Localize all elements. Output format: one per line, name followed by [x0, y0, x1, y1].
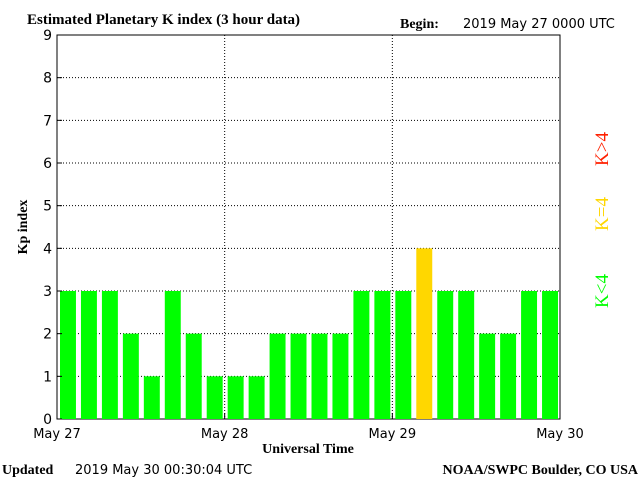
plot-area: [56, 34, 561, 420]
y-tick-label: 3: [43, 284, 52, 300]
kp-bar: [227, 376, 244, 419]
x-tick-label: May 27: [33, 427, 81, 442]
y-tick-label: 9: [43, 28, 52, 44]
kp-bar: [374, 291, 391, 419]
kp-bar: [311, 333, 328, 419]
legend-high: K>4: [592, 132, 613, 166]
bars-group: [60, 248, 558, 419]
kp-bar: [60, 291, 76, 419]
kp-bar: [521, 291, 538, 419]
kp-bar: [80, 291, 97, 419]
kp-bar: [164, 291, 181, 419]
y-axis-label: Kp index: [16, 200, 31, 255]
updated-value: 2019 May 30 00:30:04 UTC: [75, 463, 252, 478]
y-tick-label: 4: [43, 241, 52, 257]
legend-low: K<4: [592, 274, 613, 308]
y-axis-ticks: 0 1 2 3 4 5 6 7 8 9: [43, 28, 62, 428]
legend-moderate: K=4: [592, 197, 613, 231]
chart-title: Estimated Planetary K index (3 hour data…: [27, 12, 300, 28]
begin-value: 2019 May 27 0000 UTC: [463, 17, 615, 32]
source-credit: NOAA/SWPC Boulder, CO USA: [442, 463, 638, 478]
kp-bar: [542, 291, 558, 419]
kp-bar: [437, 291, 454, 419]
y-tick-label: 6: [43, 156, 52, 172]
x-axis-ticks: May 27 May 28 May 29 May 30: [33, 413, 584, 442]
begin-label: Begin:: [400, 17, 439, 32]
x-tick-label: May 29: [369, 427, 417, 442]
kp-bar: [500, 333, 517, 419]
y-tick-label: 1: [43, 369, 52, 385]
kp-bar: [206, 376, 223, 419]
x-axis-label: Universal Time: [262, 442, 354, 457]
kp-bar: [458, 291, 475, 419]
kp-bar: [332, 333, 349, 419]
kp-bar: [101, 291, 118, 419]
y-tick-label: 7: [43, 113, 52, 129]
grid-lines: [57, 35, 560, 419]
y-tick-label: 5: [43, 199, 52, 215]
kp-bar: [479, 333, 496, 419]
y-tick-label: 8: [43, 71, 52, 87]
y-tick-label: 2: [43, 327, 52, 343]
kp-bar: [395, 291, 412, 419]
kp-bar: [185, 333, 202, 419]
updated-label: Updated: [2, 463, 54, 478]
kp-bar: [290, 333, 307, 419]
kp-bar: [143, 376, 160, 419]
y-tick-label: 0: [43, 412, 52, 428]
x-tick-label: May 30: [536, 427, 584, 442]
kp-bar: [248, 376, 265, 419]
x-tick-label: May 28: [201, 427, 249, 442]
kp-bar: [353, 291, 370, 419]
kp-bar: [122, 333, 139, 419]
kp-bar: [269, 333, 286, 419]
kp-bar: [416, 248, 433, 419]
